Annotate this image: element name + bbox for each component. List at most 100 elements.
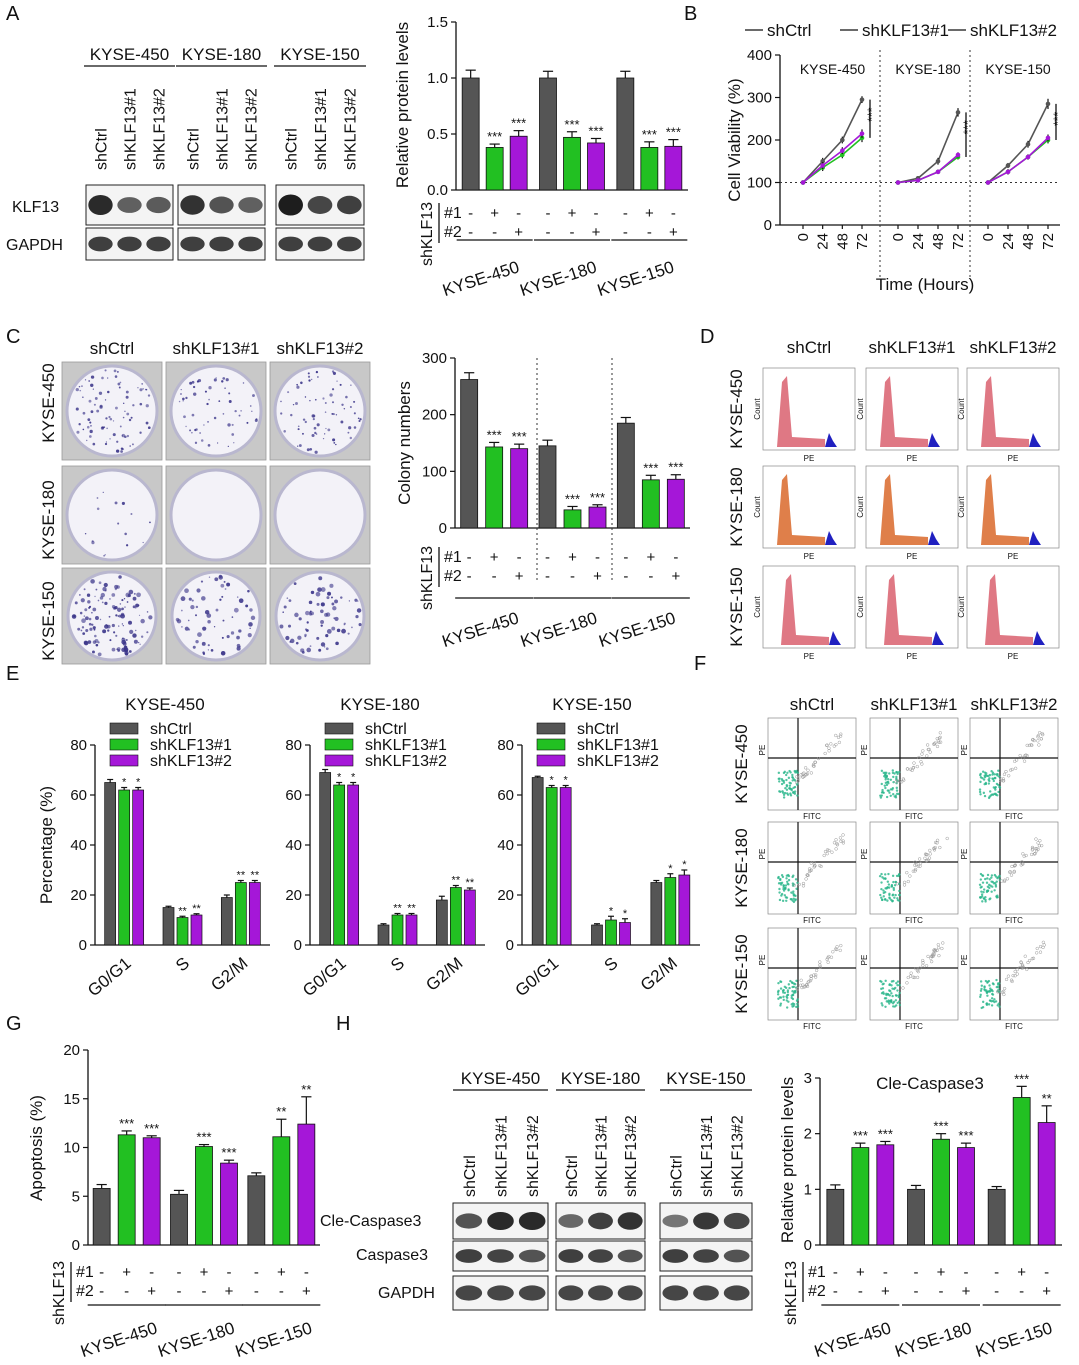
histogram-frame xyxy=(966,367,1060,451)
colony-dot xyxy=(90,383,94,387)
scatter-dot xyxy=(1031,738,1035,742)
column-header: shKLF13#1 xyxy=(173,339,260,358)
scatter-dot xyxy=(979,878,983,881)
g2-peak xyxy=(1029,433,1041,447)
design-row-label: #2 xyxy=(444,224,462,241)
colony-dot xyxy=(247,589,250,593)
colony-dot xyxy=(85,629,89,633)
klf13-blot-band xyxy=(337,195,362,215)
scatter-dot xyxy=(932,848,937,852)
colony-dot xyxy=(349,436,353,440)
design-sign: + xyxy=(669,224,678,241)
bar xyxy=(538,445,557,529)
colony-dot xyxy=(182,397,185,401)
scatter-dot xyxy=(804,877,808,881)
design-title: shKLF13 xyxy=(51,1261,68,1325)
klf13-blot-band xyxy=(180,195,205,215)
scatter-dot xyxy=(990,1004,994,1007)
x-tick-label: G0/G1 xyxy=(512,954,563,1001)
scatter-dot xyxy=(884,898,887,901)
scatter-dot xyxy=(891,874,895,878)
colony-dot xyxy=(320,587,326,592)
colony-dot xyxy=(302,432,304,435)
x-tick-label: 0 xyxy=(795,233,812,241)
scatter-dot xyxy=(895,770,898,774)
cle-caspase3-blot-band xyxy=(487,1211,514,1231)
data-point xyxy=(840,152,845,158)
design-sign: - xyxy=(546,224,551,241)
scatter-dot xyxy=(787,1000,790,1003)
scatter-dot xyxy=(891,1002,895,1005)
colony-dot xyxy=(115,406,118,410)
gapdh-blot-band xyxy=(209,236,234,252)
scatter-dot xyxy=(1021,755,1025,760)
colony-dot xyxy=(116,585,120,589)
scatter-dot xyxy=(1027,743,1032,748)
legend-swatch xyxy=(324,754,354,767)
lane-label: shCtrl xyxy=(462,1155,479,1197)
hist-ylabel: Count xyxy=(957,496,966,518)
colony-dot xyxy=(283,605,287,609)
scatter-dot xyxy=(799,978,803,982)
scatter-dot xyxy=(778,898,782,902)
bar xyxy=(588,506,607,529)
colony-dot xyxy=(308,379,311,382)
design-sign: + xyxy=(645,205,654,222)
scatter-dot xyxy=(829,955,834,959)
colony-dot xyxy=(221,380,224,383)
scatter-dot xyxy=(897,792,900,796)
colony-dot xyxy=(92,607,97,612)
colony-dot xyxy=(119,425,122,428)
colony-dot xyxy=(301,651,305,654)
scatter-ylabel: PE xyxy=(860,955,869,966)
blot-cellline-label: KYSE-150 xyxy=(280,45,359,64)
colony-dot xyxy=(336,628,341,633)
colony-dot xyxy=(314,450,318,454)
klf13-blot-band xyxy=(238,197,263,213)
scatter-dot xyxy=(823,751,827,756)
colony-dot xyxy=(92,388,94,390)
scatter-dot xyxy=(923,852,928,856)
data-point xyxy=(895,180,901,185)
colony-dot xyxy=(246,421,249,424)
cle-caspase3-blot-band xyxy=(662,1214,689,1228)
scatter-dot xyxy=(1004,977,1009,982)
scatter-dot xyxy=(886,886,889,889)
scatter-dot xyxy=(982,888,986,891)
colony-dot xyxy=(202,652,206,655)
scatter-dot xyxy=(879,979,882,983)
colony-dot xyxy=(104,601,108,605)
bar xyxy=(162,907,175,946)
scatter-dot xyxy=(1009,873,1014,877)
colony-dot xyxy=(333,441,336,444)
scatter-dot xyxy=(981,881,985,884)
subpanel-title: KYSE-450 xyxy=(800,61,866,77)
scatter-dot xyxy=(839,732,843,736)
bar xyxy=(461,77,480,191)
scatter-dot xyxy=(894,893,897,897)
design-title: shKLF13 xyxy=(783,1261,800,1325)
scatter-dot xyxy=(984,979,988,983)
bar xyxy=(640,147,659,191)
bar xyxy=(591,924,603,946)
colony-dot xyxy=(94,638,99,643)
scatter-dot xyxy=(880,881,883,884)
significance-label: *** xyxy=(666,125,681,140)
colony-dot xyxy=(127,593,131,598)
cle-caspase3-blot-band xyxy=(518,1211,546,1231)
scatter-dot xyxy=(994,1000,998,1003)
colony-dot xyxy=(117,522,120,525)
colony-dot xyxy=(195,605,199,609)
scatter-xlabel: FITC xyxy=(905,916,923,925)
y-tick-label: 0 xyxy=(79,937,87,954)
colony-dot xyxy=(108,415,111,419)
scatter-dot xyxy=(887,872,890,876)
scatter-dot xyxy=(892,979,895,983)
colony-dot xyxy=(355,614,359,619)
colony-dot xyxy=(96,497,99,499)
colony-dot xyxy=(86,425,90,429)
colony-dot xyxy=(295,641,299,645)
colony-dot xyxy=(207,644,210,647)
significance-label: * xyxy=(136,777,141,789)
colony-dot xyxy=(306,448,310,452)
